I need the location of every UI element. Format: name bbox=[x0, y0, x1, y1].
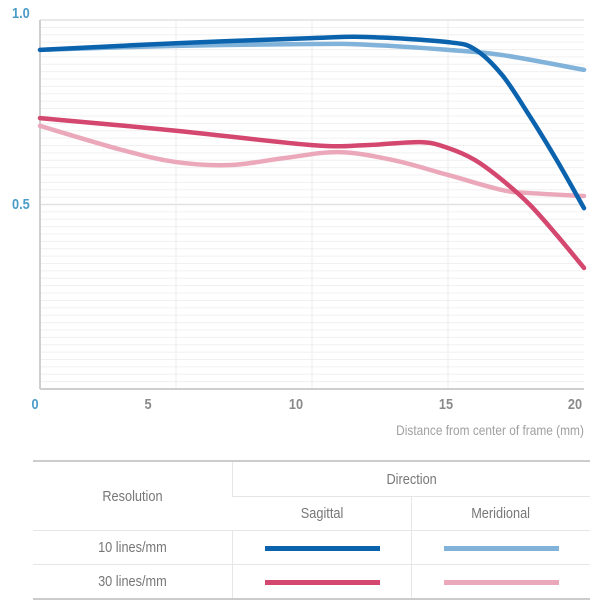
x-tick-label: 0 bbox=[31, 396, 39, 413]
meridional-header: Meridional bbox=[471, 505, 531, 522]
legend-swatch-30-meridional bbox=[443, 579, 559, 585]
row-label: 30 lines/mm bbox=[98, 573, 167, 590]
x-tick-label: 10 bbox=[288, 396, 304, 413]
mtf-chart bbox=[37, 19, 587, 390]
y-tick-label: 0.5 bbox=[12, 196, 30, 213]
x-tick-label: 15 bbox=[438, 396, 454, 413]
x-tick-label: 5 bbox=[144, 396, 152, 413]
legend-swatch-30-sagittal bbox=[264, 579, 380, 585]
y-tick-label: 1.0 bbox=[12, 5, 30, 22]
series-line-10-sagittal bbox=[37, 34, 587, 211]
resolution-header: Resolution bbox=[102, 487, 163, 505]
x-tick-label: 20 bbox=[567, 396, 583, 413]
series-line-30-meridional bbox=[37, 123, 587, 199]
legend-swatch-10-sagittal bbox=[264, 545, 380, 551]
row-label: 10 lines/mm bbox=[98, 539, 167, 556]
sagittal-header: Sagittal bbox=[300, 505, 344, 522]
series-line-30-sagittal bbox=[37, 115, 587, 271]
legend-table: Resolution Direction Sagittal Meridional… bbox=[33, 460, 590, 600]
x-axis-label: Distance from center of frame (mm) bbox=[396, 422, 584, 438]
legend-swatch-10-meridional bbox=[443, 545, 559, 551]
series-line-10-meridional bbox=[37, 41, 587, 73]
direction-header: Direction bbox=[386, 470, 437, 488]
